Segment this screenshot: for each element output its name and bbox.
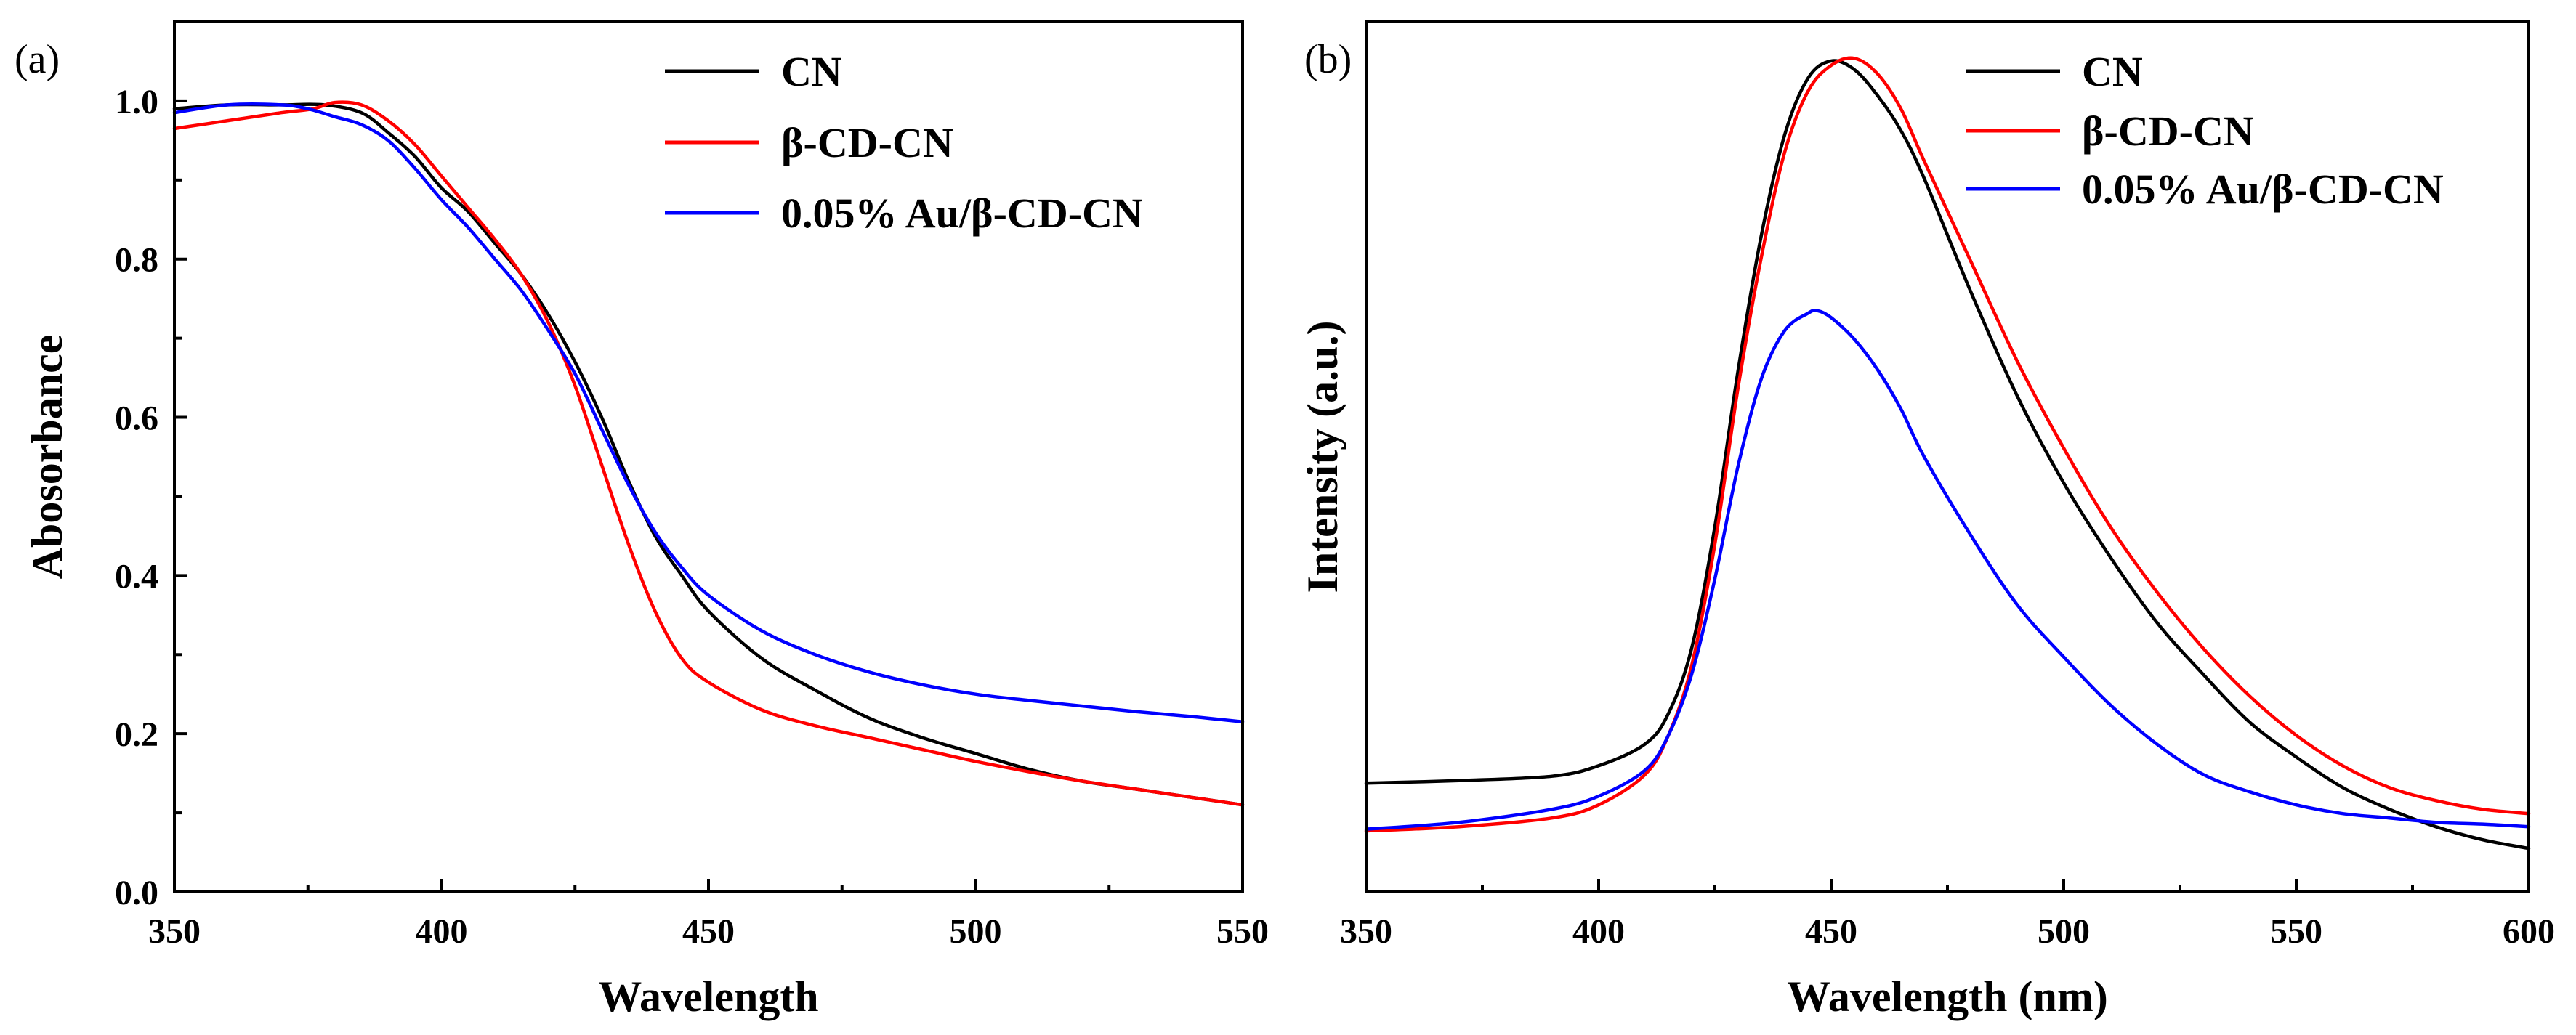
series-a-au-bcdcn-line [172,102,1245,724]
panel-b-series [1364,56,2531,851]
panel-a-y-tick-labels: 0.0 0.2 0.4 0.6 0.8 1.0 [115,83,158,912]
x-tick-label-b-3: 500 [2038,912,2090,951]
panel-a: (a) 350 400 450 500 550 0.0 0.2 0.4 0.6 0.8 1.0 W… [15,20,1269,1020]
x-tick-label-a-2: 450 [682,912,735,951]
panel-b-legend: CN β-CD-CN 0.05% Au/β-CD-CN [1966,48,2444,213]
y-tick-label-a-2: 0.4 [115,557,158,596]
x-tick-label-a-1: 400 [416,912,468,951]
panel-a-series [172,100,1245,807]
legend-a-cn-label: CN [781,48,842,95]
panel-a-plot-frame [173,20,1244,893]
x-tick-label-b-1: 400 [1572,912,1625,951]
legend-b-bcdcn-label: β-CD-CN [2082,107,2254,155]
x-tick-label-a-3: 500 [950,912,1002,951]
legend-a-bcdcn-label: β-CD-CN [781,119,953,166]
panel-b-x-axis-title: Wavelength (nm) [1787,973,2108,1020]
y-tick-label-a-1: 0.2 [115,715,158,754]
x-tick-label-a-0: 350 [148,912,201,951]
y-tick-label-a-5: 1.0 [115,83,158,121]
panel-a-legend: CN β-CD-CN 0.05% Au/β-CD-CN [665,48,1143,237]
series-b-au-bcdcn-line [1364,308,2531,831]
panel-b-y-axis-title: Intensity (a.u.) [1299,320,1346,593]
series-a-cn-line [172,102,1245,807]
x-tick-label-b-4: 550 [2270,912,2322,951]
panel-a-x-axis-title: Wavelength [598,973,818,1020]
series-a-bcdcn-line [172,100,1245,807]
series-b-cn-line [1364,59,2531,851]
panel-a-label: (a) [15,37,60,82]
legend-b-cn-label: CN [2082,48,2143,95]
panel-b: (b) 350 400 450 500 550 600 Wavelength (nm) I… [1299,20,2555,1020]
panel-a-y-axis-title: Abosorbance [23,335,71,580]
panel-b-ticks [1365,879,2530,892]
legend-b-au-label: 0.05% Au/β-CD-CN [2082,166,2444,213]
y-tick-label-a-4: 0.8 [115,241,158,280]
y-tick-label-a-0: 0.0 [115,874,158,912]
y-tick-label-a-3: 0.6 [115,399,158,438]
panel-a-x-tick-labels: 350 400 450 500 550 [148,912,1269,951]
legend-a-au-label: 0.05% Au/β-CD-CN [781,190,1143,237]
x-tick-label-a-4: 550 [1216,912,1269,951]
x-tick-label-b-0: 350 [1340,912,1392,951]
x-tick-label-b-5: 600 [2503,912,2555,951]
x-tick-label-b-2: 450 [1805,912,1857,951]
panel-b-x-tick-labels: 350 400 450 500 550 600 [1340,912,2555,951]
panel-b-plot-frame [1365,20,2530,893]
panel-b-label: (b) [1304,37,1352,82]
